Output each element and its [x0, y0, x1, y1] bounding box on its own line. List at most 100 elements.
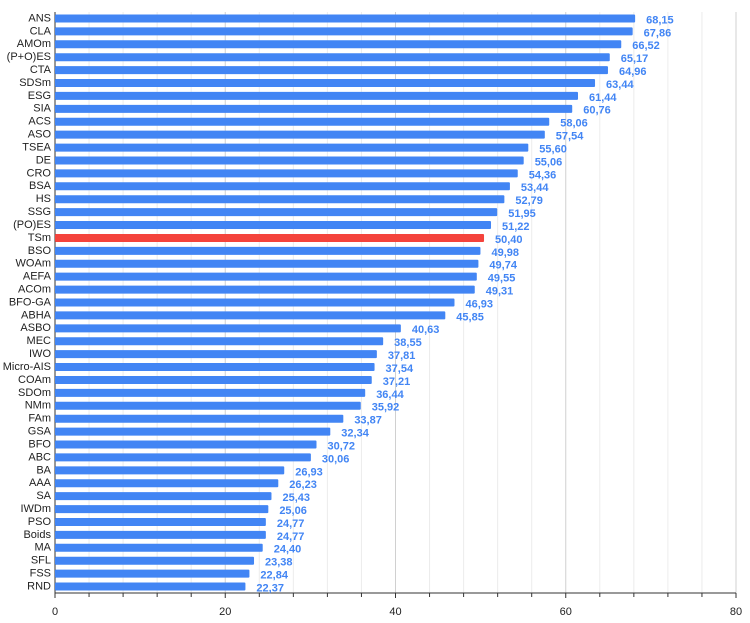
value-label: 24,40 [274, 544, 302, 556]
value-label: 64,96 [619, 66, 647, 78]
y-tick-label: AEFA [23, 271, 52, 283]
bar [55, 156, 524, 165]
bar [55, 208, 498, 217]
bar [55, 427, 331, 436]
value-label: 49,98 [491, 247, 519, 259]
value-label: 63,44 [606, 79, 634, 91]
x-tick-label: 80 [730, 606, 742, 618]
bar [55, 517, 266, 526]
bar [55, 324, 401, 333]
value-label: 55,60 [539, 143, 567, 155]
y-tick-label: SDSm [19, 77, 51, 89]
bar [55, 298, 455, 307]
value-label: 50,40 [495, 234, 523, 246]
bar [55, 104, 573, 113]
y-tick-label: SFL [31, 555, 51, 567]
value-label: 52,79 [515, 195, 543, 207]
bar [55, 337, 384, 346]
value-label: 49,55 [488, 273, 516, 285]
bar [55, 79, 596, 88]
value-label: 30,72 [328, 440, 356, 452]
bar [55, 453, 311, 462]
bar [55, 53, 610, 62]
y-tick-label: (PO)ES [13, 219, 51, 231]
y-tick-label: ACS [28, 116, 51, 128]
bar [55, 401, 361, 410]
value-label: 49,74 [489, 260, 517, 272]
y-tick-label: GSA [28, 426, 52, 438]
y-tick-label: ESG [28, 90, 51, 102]
value-label: 65,17 [621, 53, 649, 65]
bar [55, 221, 492, 230]
value-label: 66,52 [632, 40, 660, 52]
value-label: 26,93 [295, 466, 323, 478]
y-tick-label: AMOm [17, 38, 51, 50]
bar [55, 582, 246, 591]
bar [55, 40, 622, 49]
y-tick-label: BFO [28, 438, 51, 450]
y-tick-label: Micro-AIS [3, 361, 51, 373]
value-label: 24,77 [277, 531, 305, 543]
value-label: 67,86 [644, 27, 672, 39]
value-label: 51,22 [502, 221, 530, 233]
y-tick-label: HS [36, 193, 51, 205]
y-tick-label: TSm [28, 232, 51, 244]
y-tick-label: IWDm [20, 503, 51, 515]
x-tick-label: 0 [52, 606, 58, 618]
value-label: 30,06 [322, 453, 350, 465]
bar [55, 569, 250, 578]
x-tick-label: 20 [219, 606, 231, 618]
bar [55, 556, 255, 565]
value-label: 51,95 [508, 208, 536, 220]
y-tick-label: MA [35, 542, 52, 554]
y-tick-label: BSO [28, 245, 52, 257]
value-label: 49,31 [486, 285, 514, 297]
y-tick-label: SA [36, 490, 51, 502]
y-tick-label: DE [36, 154, 51, 166]
y-tick-label: BA [36, 464, 51, 476]
y-tick-label: ABHA [21, 309, 52, 321]
value-label: 55,06 [535, 156, 563, 168]
y-tick-label: (P+O)ES [7, 51, 51, 63]
value-label: 25,43 [282, 492, 310, 504]
y-tick-label: IWO [29, 348, 51, 360]
value-label: 33,87 [354, 415, 382, 427]
value-label: 68,15 [646, 14, 674, 26]
bar [55, 182, 510, 191]
y-tick-label: TSEA [22, 141, 51, 153]
bar [55, 195, 505, 204]
y-tick-label: COAm [18, 374, 51, 386]
bar [55, 130, 545, 139]
y-tick-label: ABC [28, 451, 51, 463]
bar [55, 117, 550, 126]
value-label: 38,55 [394, 337, 422, 349]
value-label: 46,93 [465, 298, 493, 310]
bar [55, 363, 375, 372]
value-label: 36,44 [376, 389, 404, 401]
y-tick-label: FAm [28, 413, 51, 425]
value-label: 54,36 [529, 169, 557, 181]
y-tick-label: BFO-GA [9, 296, 52, 308]
bar [55, 350, 377, 359]
y-tick-label: SIA [33, 103, 51, 115]
y-tick-label: Boids [23, 529, 51, 541]
value-label: 37,21 [383, 376, 411, 388]
value-label: 53,44 [521, 182, 549, 194]
y-tick-label: FSS [30, 568, 51, 580]
bar [55, 505, 269, 514]
y-tick-label: NMm [25, 400, 51, 412]
x-tick-label: 40 [389, 606, 401, 618]
bar [55, 466, 285, 475]
y-tick-label: ASBO [20, 322, 51, 334]
y-tick-label: BSA [29, 180, 52, 192]
value-label: 23,38 [265, 557, 293, 569]
bar [55, 530, 266, 539]
bar [55, 14, 636, 23]
value-label: 25,06 [279, 505, 307, 517]
value-label: 37,81 [388, 350, 416, 362]
bar [55, 246, 481, 255]
value-label: 40,63 [412, 324, 440, 336]
bar [55, 311, 446, 320]
y-tick-label: ACOm [18, 283, 51, 295]
